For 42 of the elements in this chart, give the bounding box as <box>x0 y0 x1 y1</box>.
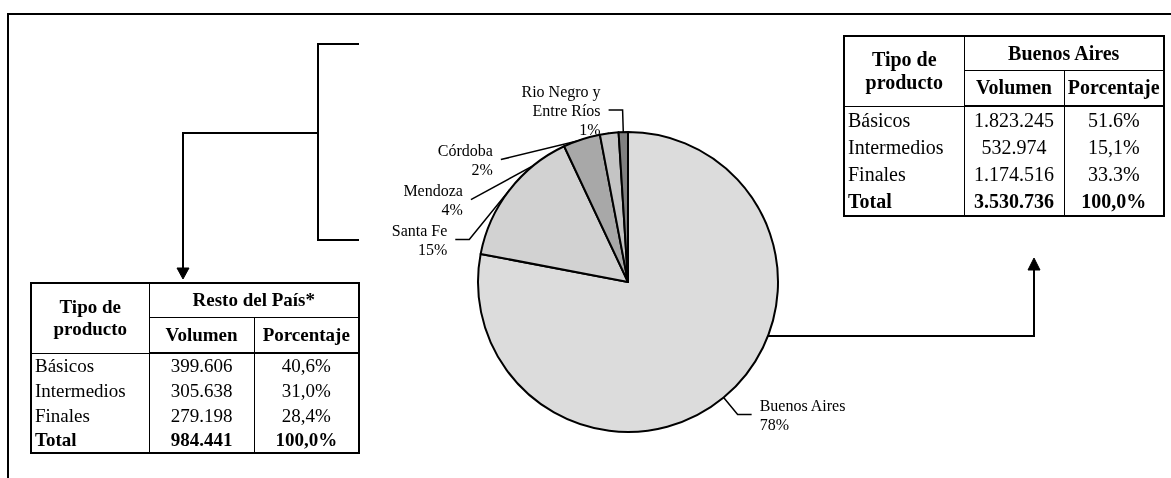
legend-label: Porcentaje <box>1064 70 1164 106</box>
data-label: 100,0% <box>1064 188 1164 216</box>
data-label: 15% <box>417 240 448 258</box>
data-label: 532.974 <box>964 133 1064 161</box>
category-label: Básicos <box>31 353 149 378</box>
slice-label: Buenos Aires <box>759 396 846 414</box>
data-label: 28,4% <box>254 403 359 428</box>
text: Volumen <box>149 317 254 353</box>
text: Buenos Aires <box>964 36 1164 70</box>
data-label: 2% <box>471 160 493 178</box>
slice-label: Córdoba <box>437 141 493 159</box>
data-label: 984.441 <box>149 428 254 453</box>
text: Tipo de producto <box>52 296 129 341</box>
category-label: Finales <box>844 161 964 189</box>
data-label: 3.530.736 <box>964 188 1064 216</box>
data-label: 78% <box>759 415 789 433</box>
data-label: 399.606 <box>149 353 254 378</box>
data-label: 279.198 <box>149 403 254 428</box>
data-label: 15,1% <box>1064 133 1164 161</box>
category-label: Intermedios <box>31 378 149 403</box>
slice-label: Mendoza <box>403 181 463 199</box>
data-label: 1.823.245 <box>964 106 1064 134</box>
text: Resto del País* <box>149 283 359 317</box>
category-label: Intermedios <box>844 133 964 161</box>
data-label: 33.3% <box>1064 161 1164 189</box>
category-label: Finales <box>31 403 149 428</box>
data-label: 1% <box>579 120 601 138</box>
data-label: 1.174.516 <box>964 161 1064 189</box>
data-label: 100,0% <box>254 428 359 453</box>
slice-label: Rio Negro y Entre Ríos <box>521 82 601 119</box>
data-label: 31,0% <box>254 378 359 403</box>
data-label: 51.6% <box>1064 106 1164 134</box>
category-label: Básicos <box>844 106 964 134</box>
data-label: 4% <box>441 200 463 218</box>
slice-label: Santa Fe <box>391 221 448 239</box>
category-label: Total <box>31 428 149 453</box>
text: Tipo de producto <box>864 48 944 95</box>
data-label: 305.638 <box>149 378 254 403</box>
text: Porcentaje <box>254 317 359 353</box>
text: Volumen <box>964 70 1064 106</box>
data-label: 40,6% <box>254 353 359 378</box>
category-label: Total <box>844 188 964 216</box>
